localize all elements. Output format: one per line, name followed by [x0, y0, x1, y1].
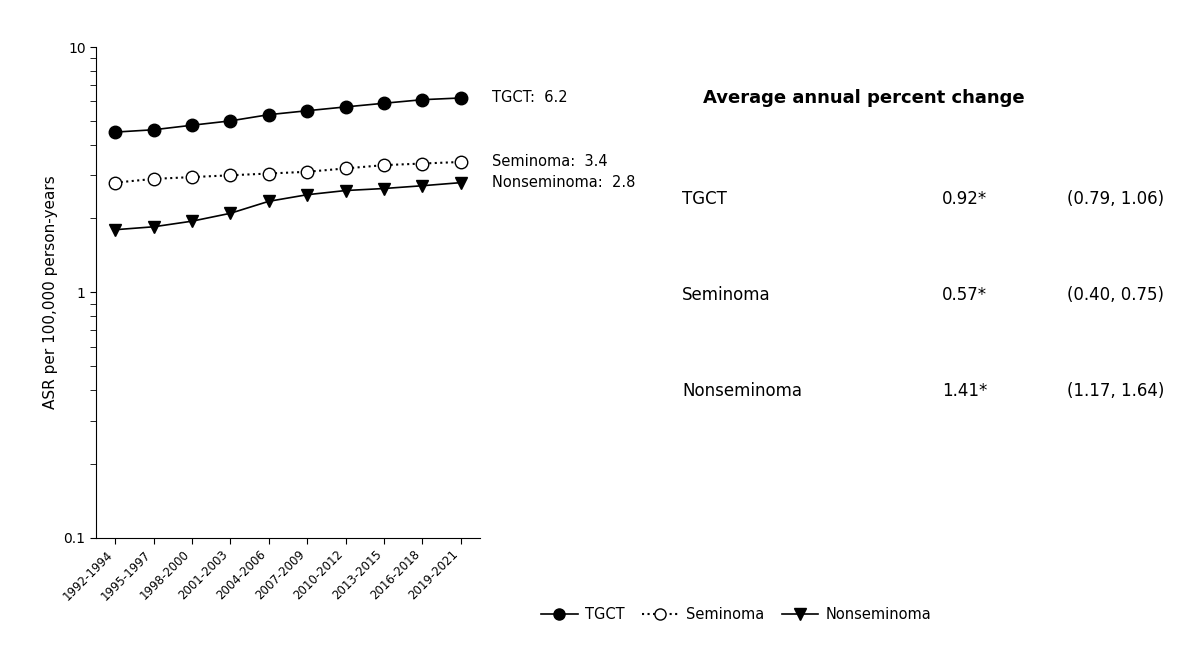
Text: Nonseminoma: Nonseminoma [682, 382, 802, 400]
Text: TGCT:  6.2: TGCT: 6.2 [492, 91, 568, 106]
Text: (0.79, 1.06): (0.79, 1.06) [1067, 190, 1164, 208]
Text: Average annual percent change: Average annual percent change [703, 89, 1025, 107]
Text: Seminoma:  3.4: Seminoma: 3.4 [492, 155, 607, 169]
Y-axis label: ASR per 100,000 person-years: ASR per 100,000 person-years [43, 175, 58, 409]
Text: (0.40, 0.75): (0.40, 0.75) [1067, 286, 1164, 304]
Text: (1.17, 1.64): (1.17, 1.64) [1067, 382, 1164, 400]
Text: Seminoma: Seminoma [682, 286, 770, 304]
Text: 0.92*: 0.92* [942, 190, 986, 208]
Text: Nonseminoma:  2.8: Nonseminoma: 2.8 [492, 175, 635, 190]
Text: TGCT: TGCT [682, 190, 727, 208]
Text: 0.57*: 0.57* [942, 286, 986, 304]
Text: 1.41*: 1.41* [942, 382, 988, 400]
Legend: TGCT, Seminoma, Nonseminoma: TGCT, Seminoma, Nonseminoma [535, 601, 937, 628]
